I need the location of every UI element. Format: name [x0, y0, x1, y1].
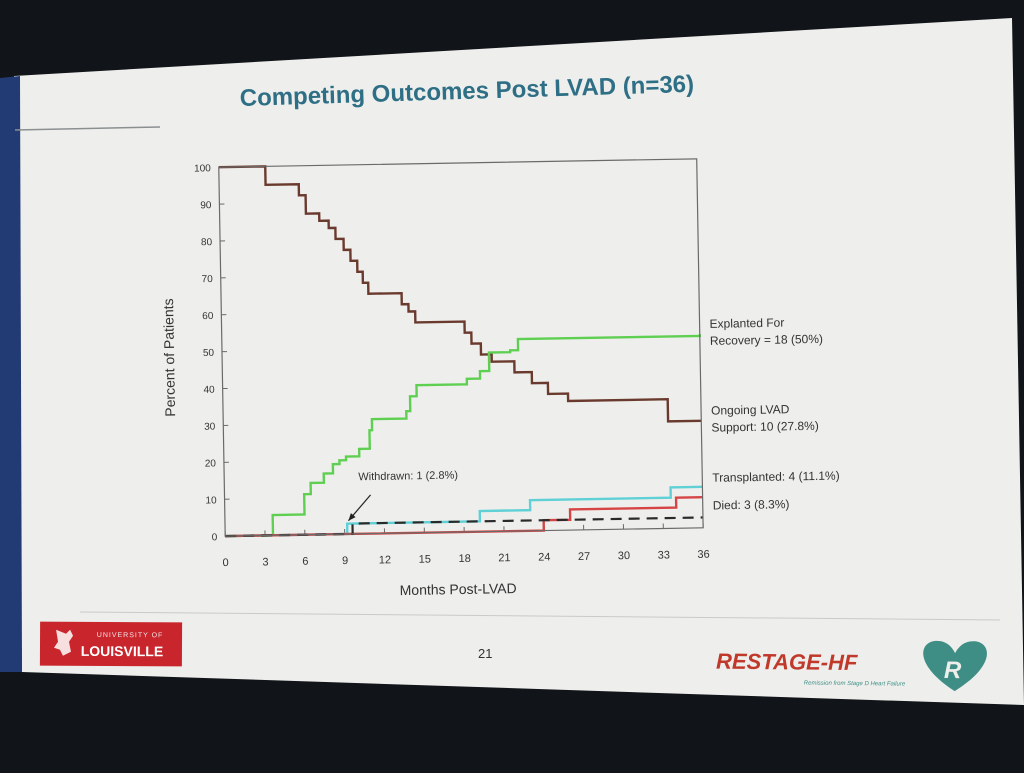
x-tick-label: 30 — [618, 550, 630, 562]
annotation-line-1: Explanted For — [709, 316, 784, 331]
y-tick-label: 10 — [205, 495, 217, 506]
x-tick-label: 18 — [458, 553, 470, 565]
x-tick-label: 15 — [419, 554, 431, 566]
x-tick-label: 6 — [302, 556, 308, 568]
y-tick-label: 80 — [201, 237, 213, 248]
x-tick-label: 9 — [342, 555, 348, 567]
heart-r-letter: R — [944, 657, 962, 684]
x-tick-label: 21 — [498, 552, 510, 564]
y-tick-label: 60 — [202, 311, 214, 322]
x-axis-label: Months Post-LVAD — [400, 580, 517, 598]
page-number: 21 — [478, 646, 492, 661]
y-tick-label: 40 — [203, 385, 215, 396]
annotation-line-1: Died: 3 (8.3%) — [713, 497, 790, 512]
y-tick-label: 30 — [204, 422, 216, 433]
x-tick-label: 12 — [379, 554, 391, 566]
louisville-logo-small: UNIVERSITY OF — [97, 632, 164, 639]
x-tick-label: 0 — [223, 557, 229, 569]
restage-hf-tagline: Remission from Stage D Heart Failure — [804, 681, 906, 688]
louisville-logo: UNIVERSITY OF LOUISVILLE — [40, 622, 182, 667]
y-tick-label: 0 — [212, 532, 218, 543]
x-tick-label: 27 — [578, 551, 590, 563]
y-axis-label: Percent of Patients — [160, 298, 178, 417]
annotation-line-1: Ongoing LVAD — [711, 402, 790, 417]
y-tick-label: 20 — [205, 458, 217, 469]
louisville-logo-main: LOUISVILLE — [81, 643, 164, 659]
annotation-line-2: Recovery = 18 (50%) — [710, 332, 823, 348]
x-tick-label: 3 — [262, 556, 268, 568]
x-tick-label: 33 — [658, 549, 670, 561]
slide-left-edge-blue — [0, 76, 22, 672]
withdrawn-label: Withdrawn: 1 (2.8%) — [358, 470, 458, 484]
x-tick-label: 24 — [538, 551, 550, 563]
x-tick-label: 36 — [697, 549, 709, 561]
y-tick-label: 50 — [203, 348, 215, 359]
restage-hf-logo-text: RESTAGE-HF — [716, 649, 858, 675]
annotation-line-1: Transplanted: 4 (11.1%) — [712, 469, 840, 485]
y-tick-label: 70 — [202, 274, 214, 285]
annotation-line-2: Support: 10 (27.8%) — [711, 419, 819, 435]
y-tick-label: 90 — [200, 200, 212, 211]
y-tick-label: 100 — [194, 163, 211, 174]
